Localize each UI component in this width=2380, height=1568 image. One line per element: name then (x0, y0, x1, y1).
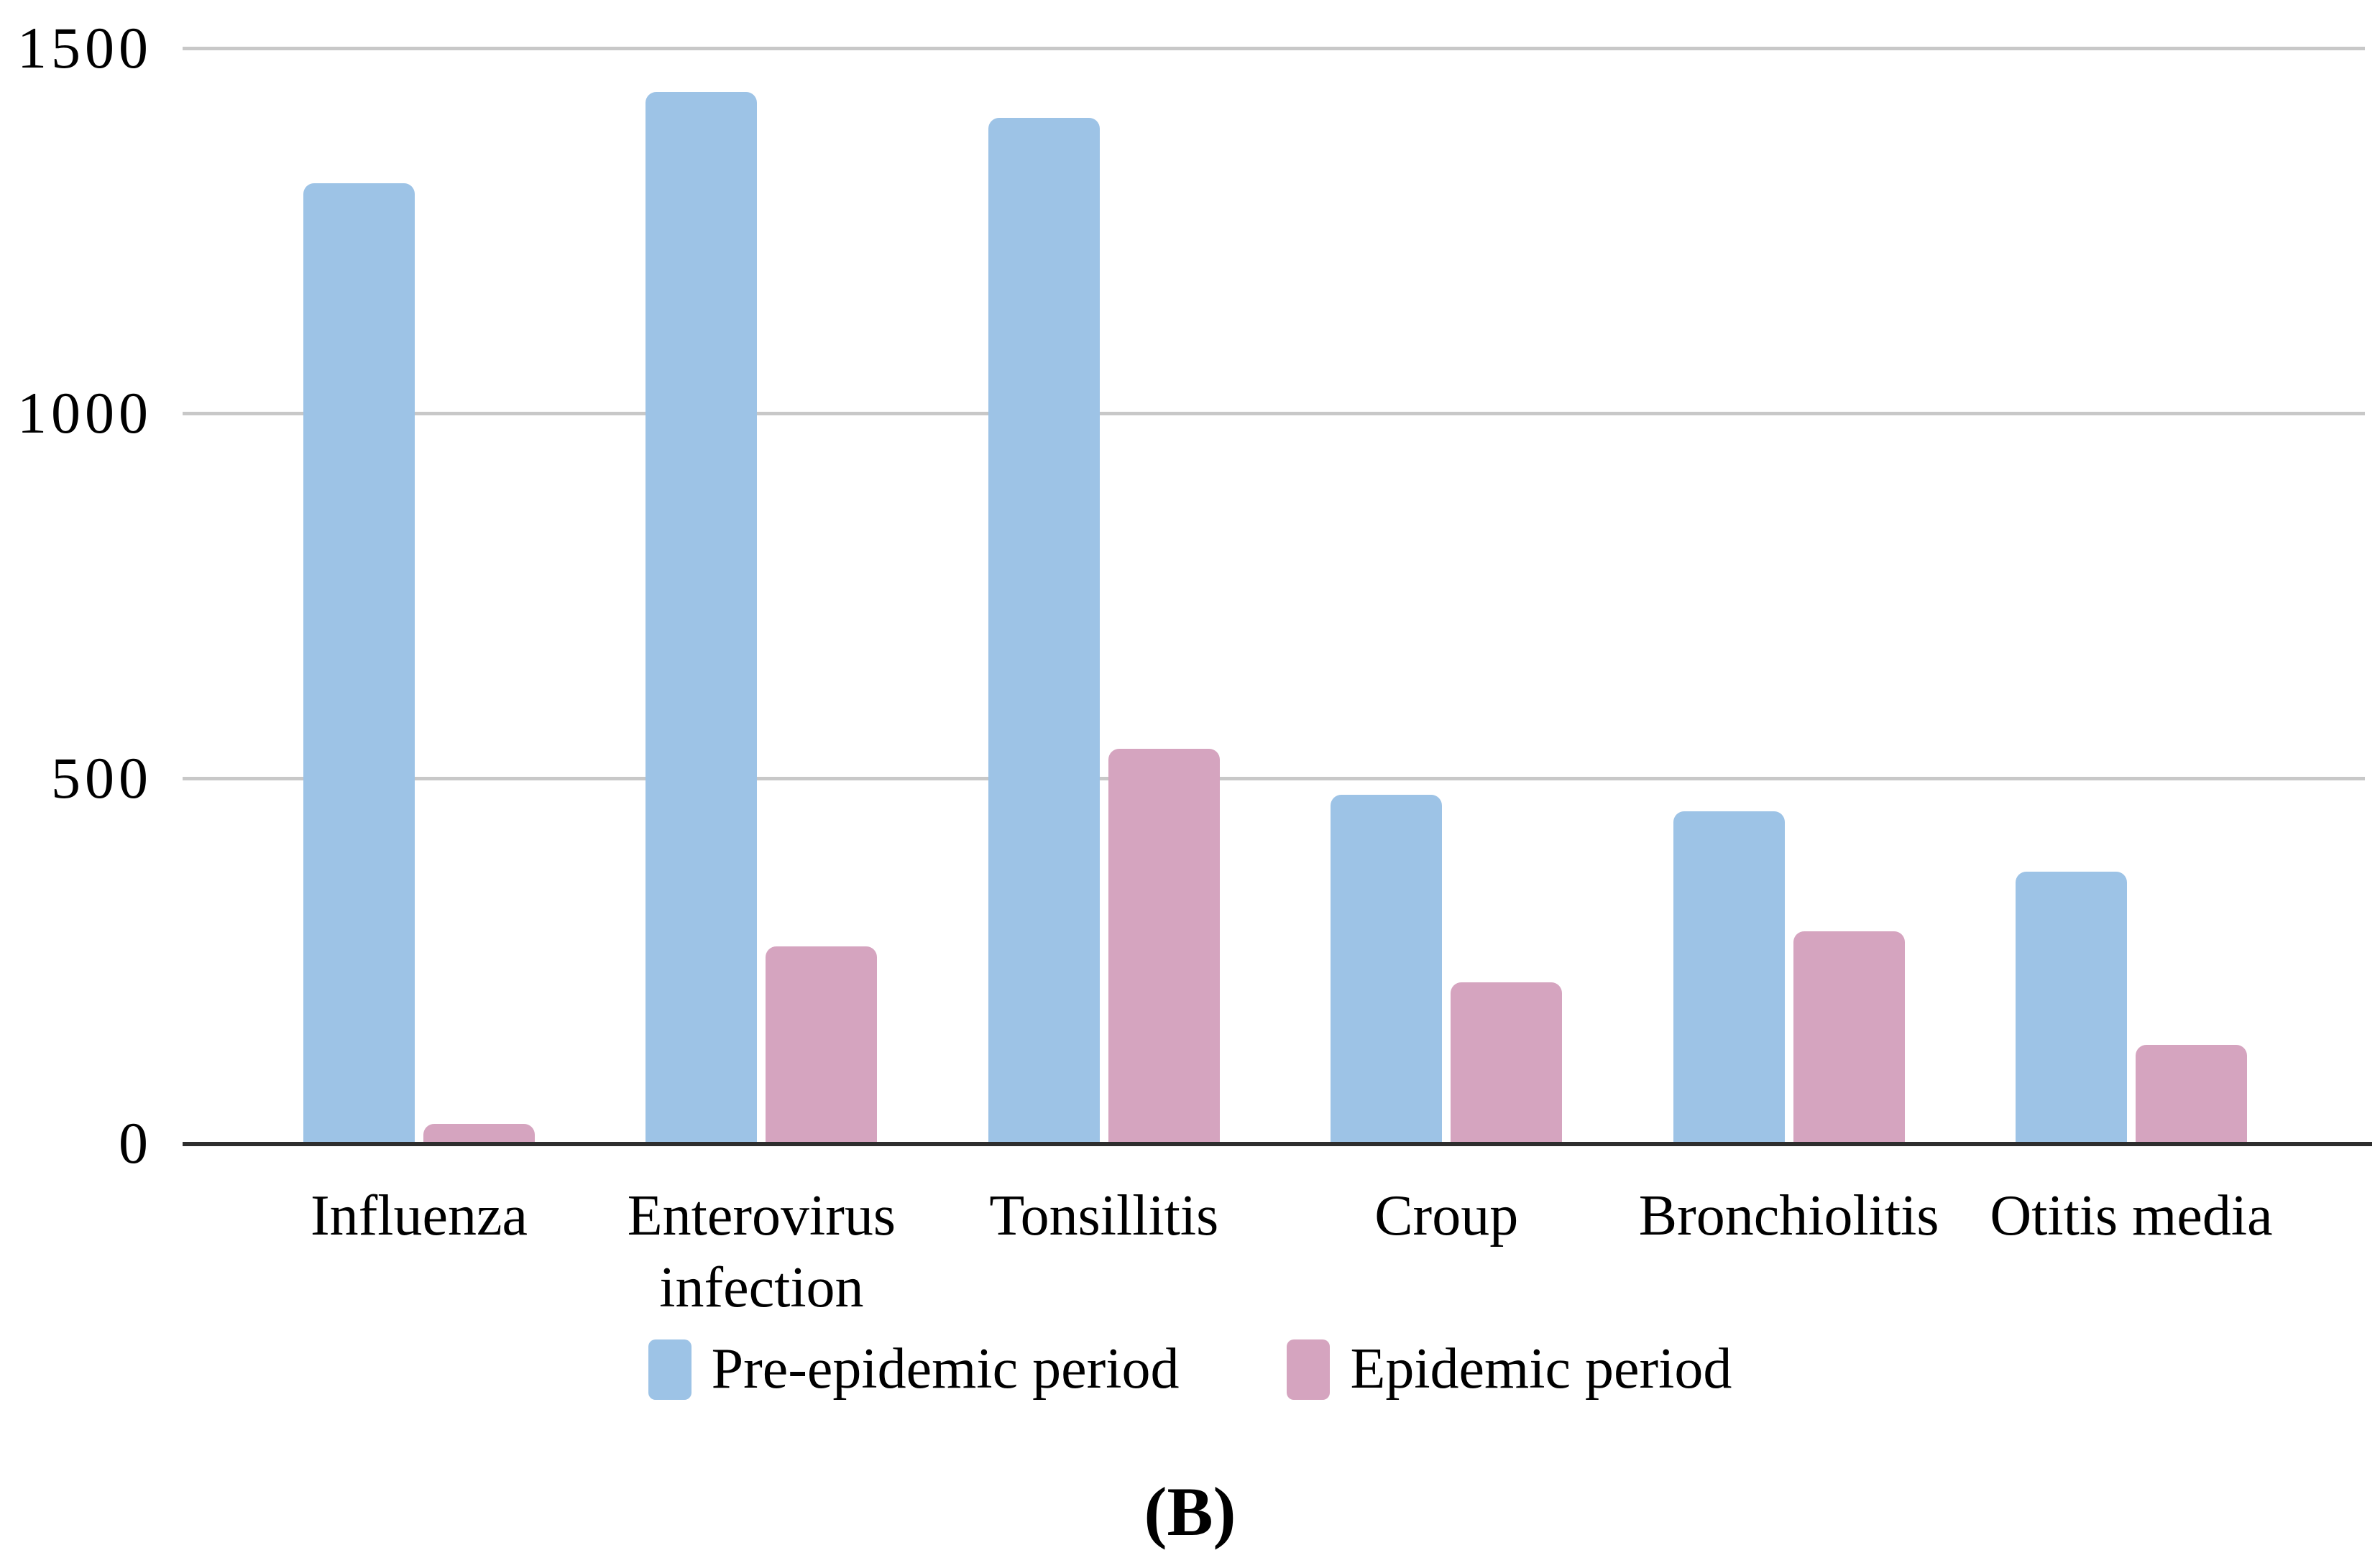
bar-group-5 (1673, 48, 1905, 1143)
gridline-1500 (183, 47, 2365, 50)
y-tick-label: 1000 (17, 380, 152, 446)
bar-group-3 (988, 48, 1220, 1143)
category-label: Croup (1374, 1184, 1519, 1248)
bar-epidemic (1451, 982, 1563, 1143)
x-axis-line (183, 1142, 2372, 1146)
bar-pre-epidemic (645, 91, 758, 1143)
x-axis-category-labels: Influenza Enterovirus infection Tonsilliti… (183, 1180, 2365, 1345)
y-tick-label: 0 (119, 1110, 152, 1176)
bar-pre-epidemic (988, 117, 1100, 1143)
legend-label: Epidemic period (1350, 1337, 1732, 1401)
y-tick-label: 1500 (17, 15, 152, 80)
bar-epidemic (766, 946, 878, 1143)
bar-epidemic (2136, 1044, 2247, 1143)
bar-pre-epidemic (303, 183, 415, 1143)
category-label: Influenza (310, 1184, 528, 1248)
bar-epidemic (423, 1123, 535, 1143)
bar-epidemic (1793, 931, 1905, 1143)
gridline-1000 (183, 412, 2365, 415)
category-label: Otitis media (1990, 1184, 2273, 1248)
figure-caption: (B) (1144, 1473, 1236, 1550)
category-label: Tonsillitis (989, 1184, 1219, 1248)
legend-swatch-icon (1287, 1339, 1331, 1400)
legend-item-epidemic: Epidemic period (1287, 1337, 1732, 1402)
plot-area (183, 47, 2365, 1143)
category-label: Enterovirus infection (627, 1184, 896, 1319)
bar-pre-epidemic (1331, 795, 1443, 1143)
y-axis-tick-labels: 0 500 1000 1500 (0, 15, 152, 1176)
y-tick-label: 500 (51, 745, 152, 811)
legend-swatch-icon (648, 1339, 692, 1400)
bar-group-6 (2016, 48, 2247, 1143)
gridline-500 (183, 777, 2365, 780)
bar-group-4 (1331, 48, 1563, 1143)
legend-label: Pre-epidemic period (711, 1337, 1180, 1401)
legend: Pre-epidemic period Epidemic period (0, 1337, 2380, 1402)
bar-pre-epidemic (2016, 872, 2127, 1143)
category-label: Bronchiolitis (1638, 1184, 1939, 1248)
bar-epidemic (1108, 749, 1220, 1143)
bar-group-1 (303, 48, 535, 1143)
legend-item-pre-epidemic: Pre-epidemic period (648, 1337, 1180, 1402)
bar-group-2 (645, 48, 878, 1143)
bar-pre-epidemic (1673, 811, 1785, 1143)
